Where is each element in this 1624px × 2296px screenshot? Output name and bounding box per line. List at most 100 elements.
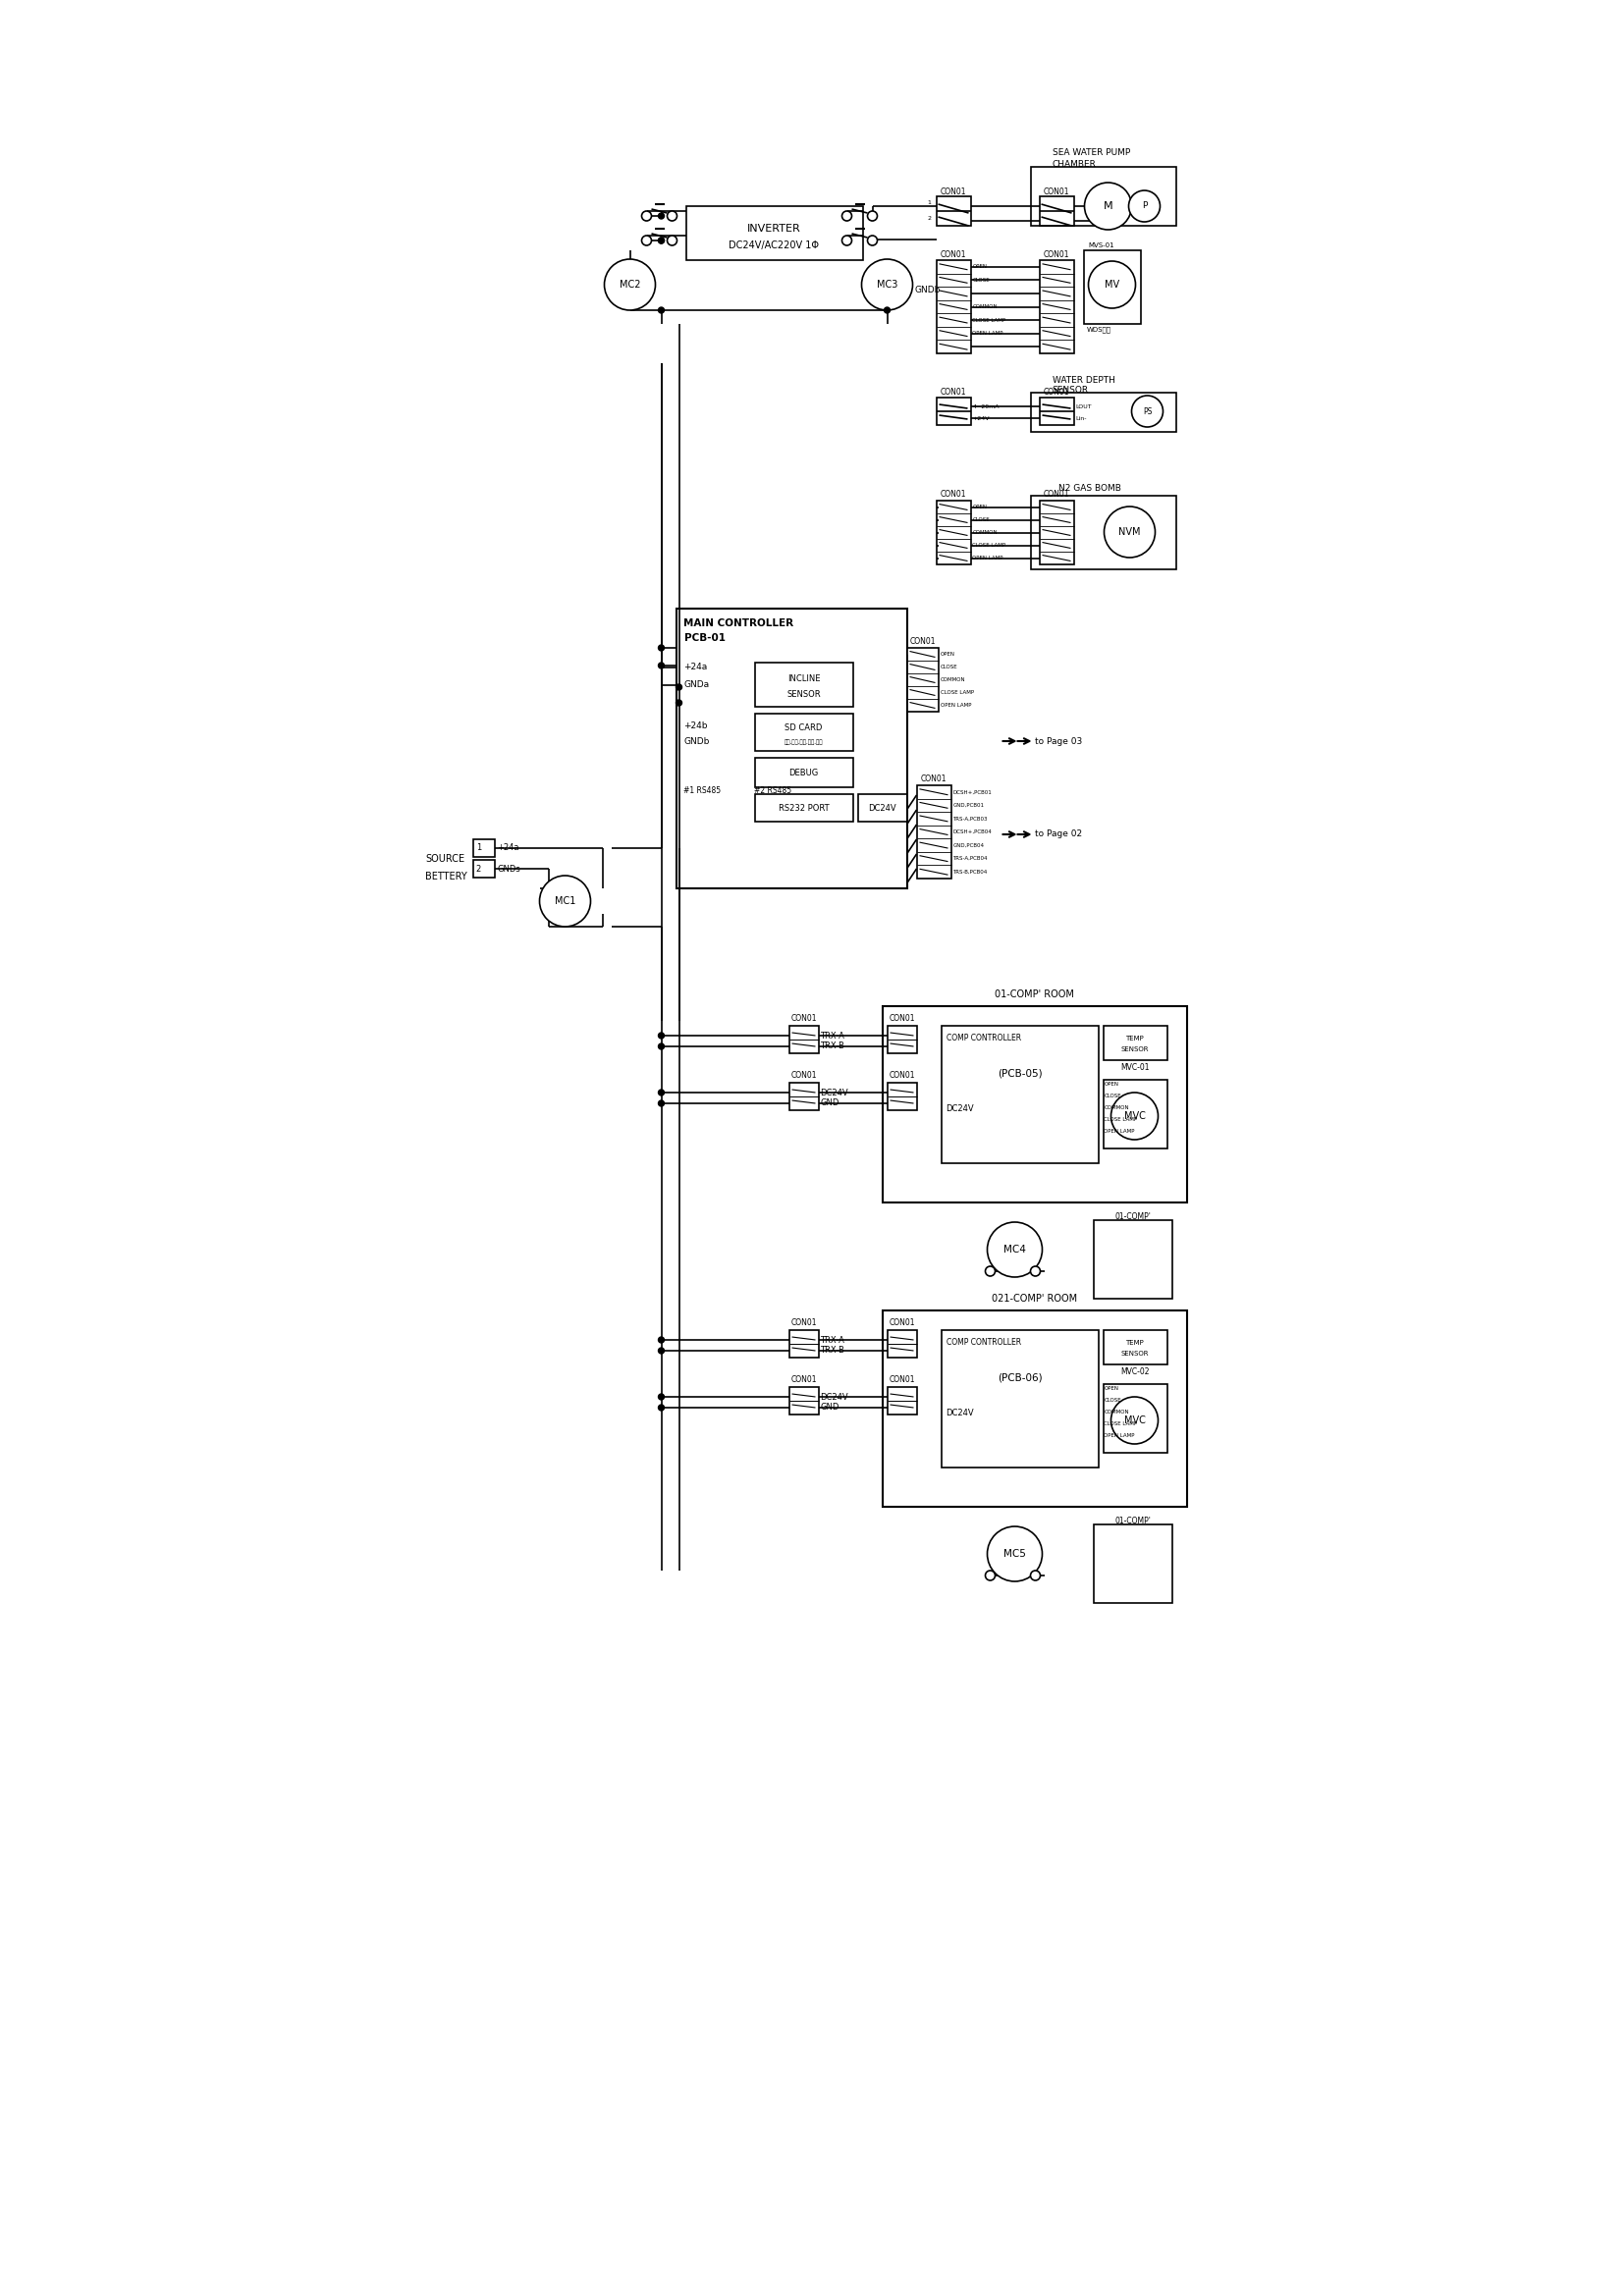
Bar	[942, 1329, 1098, 1467]
Text: to Page 02: to Page 02	[1034, 829, 1082, 838]
Text: DC24V: DC24V	[820, 1391, 848, 1401]
Text: OPEN LAMP: OPEN LAMP	[973, 556, 1004, 560]
Bar	[789, 1026, 818, 1054]
Text: SEA WATER PUMP: SEA WATER PUMP	[1052, 147, 1130, 156]
Text: CON01: CON01	[888, 1375, 914, 1384]
Circle shape	[604, 259, 656, 310]
Text: CON01: CON01	[791, 1015, 817, 1024]
Text: CON01: CON01	[1043, 250, 1069, 259]
Circle shape	[841, 211, 851, 220]
Circle shape	[641, 211, 651, 220]
Text: WATER DEPTH: WATER DEPTH	[1052, 377, 1114, 386]
Text: +24a: +24a	[684, 664, 708, 673]
Text: CLOSE LAMP: CLOSE LAMP	[973, 542, 1005, 549]
Circle shape	[867, 211, 877, 220]
Text: CON01: CON01	[1043, 491, 1069, 498]
Text: SENSOR: SENSOR	[1121, 1047, 1148, 1052]
Bar	[685, 207, 862, 259]
Text: CON01: CON01	[940, 186, 966, 195]
Text: INCLINE: INCLINE	[788, 675, 820, 684]
Text: CON01: CON01	[921, 776, 947, 783]
Bar	[755, 794, 853, 822]
Text: 2: 2	[476, 863, 481, 872]
Circle shape	[1111, 1093, 1158, 1139]
Text: CLOSE LAMP: CLOSE LAMP	[940, 691, 974, 696]
Text: MC1: MC1	[554, 895, 575, 907]
Circle shape	[883, 308, 890, 312]
Bar	[1083, 250, 1140, 324]
Circle shape	[658, 1091, 664, 1095]
Bar	[887, 1329, 916, 1357]
Text: CON01: CON01	[940, 491, 966, 498]
Circle shape	[658, 236, 664, 243]
Circle shape	[1031, 1570, 1041, 1580]
Text: CON01: CON01	[888, 1072, 914, 1081]
Bar	[1039, 197, 1073, 225]
Circle shape	[658, 308, 664, 312]
Bar	[1103, 1079, 1168, 1148]
Text: MVC: MVC	[1124, 1417, 1145, 1426]
Text: DC24V/AC220V 1Φ: DC24V/AC220V 1Φ	[729, 241, 820, 250]
Bar	[755, 664, 853, 707]
Text: MC3: MC3	[877, 280, 898, 289]
Bar	[1103, 1329, 1168, 1364]
Text: CON01: CON01	[888, 1318, 914, 1327]
Text: P: P	[1142, 202, 1147, 211]
Text: CON01: CON01	[940, 250, 966, 259]
Text: TRS-A,PCB04: TRS-A,PCB04	[953, 856, 987, 861]
Text: CLOSE LAMP: CLOSE LAMP	[1104, 1118, 1137, 1123]
Text: CLOSE: CLOSE	[1104, 1398, 1122, 1403]
Text: OPEN: OPEN	[1104, 1387, 1119, 1391]
Text: CON01: CON01	[1043, 388, 1069, 397]
Text: 4~20mA: 4~20mA	[973, 404, 999, 409]
Circle shape	[986, 1570, 996, 1580]
Text: COMMON: COMMON	[940, 677, 965, 682]
Text: COMMON: COMMON	[1104, 1410, 1129, 1414]
Text: COMP CONTROLLER: COMP CONTROLLER	[947, 1339, 1021, 1345]
Text: MVC: MVC	[1124, 1111, 1145, 1120]
Text: MC4: MC4	[1004, 1244, 1026, 1254]
Text: CON01: CON01	[940, 388, 966, 397]
Text: DEBUG: DEBUG	[789, 769, 818, 776]
Text: SENSOR: SENSOR	[786, 691, 820, 700]
Circle shape	[667, 236, 677, 246]
Text: N2 GAS BOMB: N2 GAS BOMB	[1059, 484, 1122, 491]
Text: DC24V: DC24V	[947, 1410, 974, 1419]
Circle shape	[658, 1033, 664, 1038]
Text: CON01: CON01	[888, 1015, 914, 1024]
Text: DC24V: DC24V	[820, 1088, 848, 1097]
Circle shape	[867, 236, 877, 246]
Text: INVERTER: INVERTER	[747, 223, 801, 234]
Text: CLOSE: CLOSE	[973, 517, 991, 521]
Text: DCSH+,PCB01: DCSH+,PCB01	[953, 790, 992, 794]
Text: to Page 03: to Page 03	[1034, 737, 1082, 746]
Circle shape	[658, 1394, 664, 1401]
Bar	[935, 259, 971, 354]
Text: PS: PS	[1143, 406, 1151, 416]
Bar	[1103, 1026, 1168, 1061]
Bar	[1031, 168, 1176, 225]
Bar	[473, 840, 494, 856]
Text: GNDs: GNDs	[497, 863, 521, 872]
Bar	[935, 501, 971, 565]
Circle shape	[658, 236, 664, 243]
Circle shape	[658, 664, 664, 668]
Text: SENSOR: SENSOR	[1121, 1350, 1148, 1357]
Bar	[906, 647, 939, 712]
Bar	[1039, 501, 1073, 565]
Text: DC24V: DC24V	[869, 804, 896, 813]
Text: GND,PCB01: GND,PCB01	[953, 804, 984, 808]
Text: CLOSE: CLOSE	[940, 664, 958, 670]
Text: TRX-B: TRX-B	[820, 1042, 844, 1052]
Text: NVM: NVM	[1119, 528, 1140, 537]
Text: #1 RS485: #1 RS485	[684, 785, 721, 794]
Bar	[1031, 393, 1176, 432]
Circle shape	[658, 1100, 664, 1107]
Text: DCSH+,PCB04: DCSH+,PCB04	[953, 829, 992, 833]
Text: GNDa: GNDa	[684, 680, 710, 689]
Bar	[887, 1026, 916, 1054]
Circle shape	[667, 211, 677, 220]
Bar	[942, 1026, 1098, 1164]
Bar	[1039, 259, 1073, 354]
Text: 021-COMP' ROOM: 021-COMP' ROOM	[992, 1293, 1077, 1304]
